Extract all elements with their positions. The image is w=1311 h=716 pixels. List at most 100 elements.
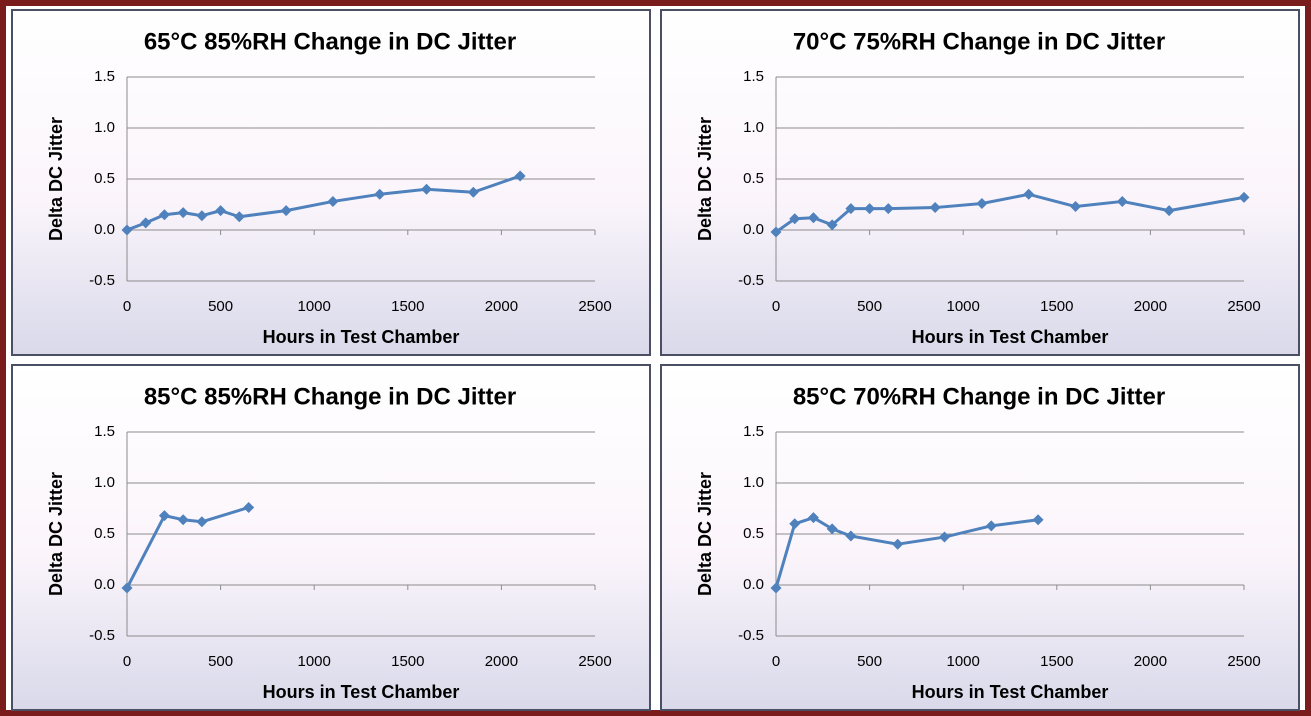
y-tick-label: -0.5 [738,627,764,644]
x-tick-label: 1000 [947,653,980,670]
data-point [1238,191,1250,203]
data-point [789,213,801,225]
x-tick-label: 0 [123,298,131,315]
data-point [882,203,894,215]
data-point [1023,188,1035,200]
data-point [421,183,433,195]
y-tick-label: 1.5 [94,423,115,440]
data-point [892,538,904,550]
y-axis-label: Delta DC Jitter [695,472,715,596]
chart-panel: 85°C 70%RH Change in DC Jitter -0.5 0.0 0.5… [660,364,1300,711]
data-point [177,207,189,219]
y-tick-label: 1.0 [94,474,115,491]
x-tick-label: 1500 [391,298,424,315]
x-tick-label: 2500 [1227,298,1260,315]
data-point [121,582,133,594]
y-tick-label: -0.5 [738,272,764,289]
x-tick-label: 1000 [298,653,331,670]
data-point [140,217,152,229]
y-tick-label: 1.0 [743,119,764,136]
panel-background [11,364,651,711]
data-point [327,195,339,207]
chart-title: 70°C 75%RH Change in DC Jitter [793,28,1165,55]
data-point [196,210,208,222]
data-point [158,209,170,221]
x-tick-label: 2000 [1134,653,1167,670]
y-tick-label: 0.0 [94,221,115,238]
x-tick-label: 1000 [947,298,980,315]
data-point [467,186,479,198]
y-axis-label: Delta DC Jitter [46,117,66,241]
data-point [770,226,782,238]
x-tick-label: 2500 [578,653,611,670]
x-tick-label: 1500 [1040,298,1073,315]
data-point [826,523,838,535]
y-tick-label: 0.0 [743,576,764,593]
x-tick-label: 2000 [1134,298,1167,315]
data-point [976,197,988,209]
x-tick-label: 2000 [485,653,518,670]
chart-title: 65°C 85%RH Change in DC Jitter [144,28,516,55]
data-point [929,202,941,214]
x-tick-label: 1000 [298,298,331,315]
x-axis-label: Hours in Test Chamber [912,327,1109,347]
data-point [807,512,819,524]
y-tick-label: 0.5 [94,170,115,187]
chart-title: 85°C 70%RH Change in DC Jitter [793,383,1165,410]
x-tick-label: 0 [123,653,131,670]
y-tick-label: 1.0 [743,474,764,491]
y-tick-label: 0.0 [743,221,764,238]
x-axis-label: Hours in Test Chamber [912,682,1109,702]
data-point [233,211,245,223]
x-tick-label: 1500 [1040,653,1073,670]
x-tick-label: 500 [857,653,882,670]
data-point [864,203,876,215]
data-point [121,224,133,236]
x-tick-label: 2500 [578,298,611,315]
chart-panel: 70°C 75%RH Change in DC Jitter -0.5 0.0 0.5… [660,9,1300,356]
y-axis-label: Delta DC Jitter [46,472,66,596]
x-tick-label: 0 [772,653,780,670]
y-tick-label: 1.0 [94,119,115,136]
data-point [374,188,386,200]
y-tick-label: -0.5 [89,272,115,289]
data-point [177,514,189,526]
data-point [158,510,170,522]
x-tick-label: 1500 [391,653,424,670]
x-tick-label: 500 [208,653,233,670]
chart-title: 85°C 85%RH Change in DC Jitter [144,383,516,410]
x-tick-label: 2500 [1227,653,1260,670]
data-point [845,203,857,215]
x-tick-label: 500 [208,298,233,315]
data-point [1116,195,1128,207]
y-axis-label: Delta DC Jitter [695,117,715,241]
panel-background [11,9,651,356]
x-tick-label: 0 [772,298,780,315]
y-tick-label: 0.5 [743,525,764,542]
data-point [845,530,857,542]
chart-panel: 65°C 85%RH Change in DC Jitter -0.5 0.0 0.5… [11,9,651,356]
chart-panel: 85°C 85%RH Change in DC Jitter -0.5 0.0 0.5… [11,364,651,711]
y-tick-label: -0.5 [89,627,115,644]
data-point [938,531,950,543]
x-axis-label: Hours in Test Chamber [263,327,460,347]
data-point [826,219,838,231]
data-point [985,520,997,532]
data-point [1032,514,1044,526]
data-point [807,212,819,224]
data-point [789,518,801,530]
x-tick-label: 2000 [485,298,518,315]
data-point [243,501,255,513]
y-tick-label: 0.5 [94,525,115,542]
x-tick-label: 500 [857,298,882,315]
x-axis-label: Hours in Test Chamber [263,682,460,702]
y-tick-label: 0.0 [94,576,115,593]
panel-background [660,364,1300,711]
data-point [514,170,526,182]
data-point [1070,201,1082,213]
y-tick-label: 0.5 [743,170,764,187]
panel-background [660,9,1300,356]
y-tick-label: 1.5 [743,68,764,85]
